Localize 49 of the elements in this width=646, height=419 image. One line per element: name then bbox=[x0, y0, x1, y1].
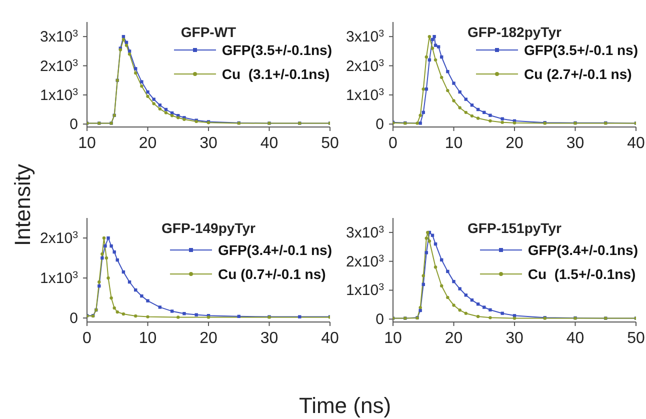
x-tick-label: 40 bbox=[321, 330, 339, 347]
chart-title: GFP-182pyTyr bbox=[466, 24, 562, 40]
x-tick-label: 10 bbox=[78, 135, 96, 152]
x-tick-label: 10 bbox=[444, 135, 463, 152]
y-tick-label: 1x10$^{3}$ bbox=[40, 270, 78, 287]
x-tick-label: 30 bbox=[260, 330, 278, 347]
x-tick-label: 50 bbox=[321, 135, 339, 152]
x-tick-label: 50 bbox=[627, 330, 645, 347]
x-tick-label: 10 bbox=[384, 330, 402, 347]
legend-label: Cu (0.7+/-0.1 ns) bbox=[218, 266, 326, 282]
x-tick-label: 0 bbox=[388, 135, 398, 152]
legend-label: GFP(3.4+/-0.1ns) bbox=[528, 242, 638, 258]
y-tick-label: 2x10$^{3}$ bbox=[40, 230, 78, 247]
legend-label: Cu (1.5+/-0.1ns) bbox=[528, 266, 636, 282]
chart-title: GFP-WT bbox=[180, 24, 238, 40]
x-tick-label: 0 bbox=[82, 330, 92, 347]
chart-title: GFP-151pyTyr bbox=[466, 220, 562, 236]
y-tick-label: 3x10$^{3}$ bbox=[346, 224, 384, 242]
legend-label: GFP(3.5+/-0.1ns) bbox=[222, 42, 332, 58]
y-tick-label: 1x10$^{3}$ bbox=[40, 86, 78, 104]
y-tick-label: 0 bbox=[376, 116, 384, 134]
y-tick-label: 2x10$^{3}$ bbox=[346, 57, 384, 75]
legend-label: GFP(3.5+/-0.1 ns) bbox=[524, 42, 638, 58]
chart-title: GFP-149pyTyr bbox=[160, 220, 256, 236]
x-tick-label: 40 bbox=[627, 135, 645, 152]
x-tick-label: 20 bbox=[200, 330, 218, 347]
legend-label: Cu (3.1+/-0.1ns) bbox=[222, 66, 330, 82]
legend-label: Cu (2.7+/-0.1 ns) bbox=[524, 66, 632, 82]
x-tick-label: 20 bbox=[506, 135, 524, 152]
x-axis-title: Time (ns) bbox=[298, 393, 392, 419]
x-tick-label: 40 bbox=[260, 135, 278, 152]
y-axis-title: Intensity bbox=[10, 164, 36, 246]
x-tick-label: 30 bbox=[200, 135, 218, 152]
y-tick-label: 2x10$^{3}$ bbox=[40, 57, 78, 75]
y-tick-label: 3x10$^{3}$ bbox=[40, 28, 78, 46]
x-tick-label: 20 bbox=[444, 330, 463, 347]
y-tick-label: 0 bbox=[376, 311, 384, 328]
y-tick-label: 0 bbox=[70, 116, 78, 134]
y-tick-label: 0 bbox=[70, 310, 78, 327]
legend-label: GFP(3.4+/-0.1 ns) bbox=[218, 242, 332, 258]
y-tick-label: 1x10$^{3}$ bbox=[346, 282, 384, 300]
x-tick-label: 30 bbox=[566, 135, 584, 152]
x-tick-label: 10 bbox=[138, 330, 157, 347]
x-tick-label: 30 bbox=[506, 330, 524, 347]
x-tick-label: 40 bbox=[566, 330, 584, 347]
x-tick-label: 20 bbox=[138, 135, 157, 152]
y-tick-label: 1x10$^{3}$ bbox=[346, 86, 384, 104]
y-tick-label: 2x10$^{3}$ bbox=[346, 252, 384, 270]
y-tick-label: 3x10$^{3}$ bbox=[346, 28, 384, 46]
